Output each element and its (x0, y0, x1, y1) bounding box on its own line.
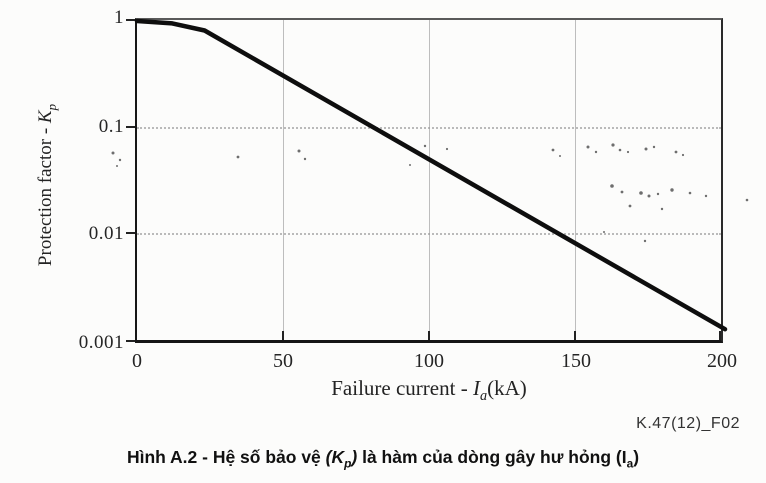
caption-kp-close: ) (351, 447, 358, 467)
y-axis-subscript: p (43, 103, 59, 111)
x-axis-symbol: I (472, 376, 480, 400)
caption-kp-sub: p (344, 456, 352, 471)
caption-ia-close: ) (633, 447, 640, 467)
y-tick-label-0.1: 0.1 (98, 116, 124, 137)
x-tick-label-100: 100 (414, 350, 444, 372)
x-tick-mark-100 (428, 331, 430, 340)
caption-middle: là hàm của dòng gây hư hỏng (357, 447, 616, 467)
x-axis-subscript: a (479, 388, 488, 405)
x-tick-label-200: 200 (707, 350, 737, 372)
caption-kp-open: (K (325, 447, 345, 467)
caption-ia-open: (I (615, 447, 627, 467)
x-tick-mark-200 (719, 331, 721, 340)
figure-caption: Hình A.2 - Hệ số bảo vệ (Kp) là hàm của … (0, 447, 766, 471)
y-axis-title-text: Protection factor - (35, 123, 56, 267)
y-tick-mark-1 (126, 19, 135, 21)
gridline-x-100 (429, 20, 430, 340)
y-tick-label-0.01: 0.01 (88, 223, 124, 244)
gridline-x-150 (575, 20, 576, 340)
gridline-x-50 (283, 20, 284, 340)
figure-reference: K.47(12)_F02 (636, 415, 740, 432)
x-tick-mark-50 (282, 331, 284, 340)
x-tick-label-50: 50 (273, 350, 293, 372)
x-tick-label-150: 150 (561, 350, 591, 372)
caption-ia-sub: a (626, 456, 634, 471)
x-axis-unit: (kA) (487, 376, 527, 400)
x-tick-mark-150 (574, 331, 576, 340)
curve-svg (134, 18, 728, 332)
plot-area (126, 18, 728, 343)
y-axis-title: Protection factor - Kp (33, 53, 59, 317)
y-tick-mark-0.1 (126, 125, 135, 128)
y-tick-mark-0.001 (126, 340, 135, 342)
x-axis-title: Failure current - Ia(kA) (229, 376, 629, 405)
y-tick-mark-0.01 (126, 232, 135, 235)
y-tick-label-0.001: 0.001 (78, 332, 124, 353)
caption-prefix: Hình A.2 - Hệ số bảo vệ (126, 447, 326, 467)
x-axis-title-text: Failure current - (331, 376, 473, 400)
x-tick-label-0: 0 (132, 350, 142, 372)
y-axis-symbol: K (35, 110, 56, 124)
y-tick-label-1: 1 (114, 7, 124, 28)
